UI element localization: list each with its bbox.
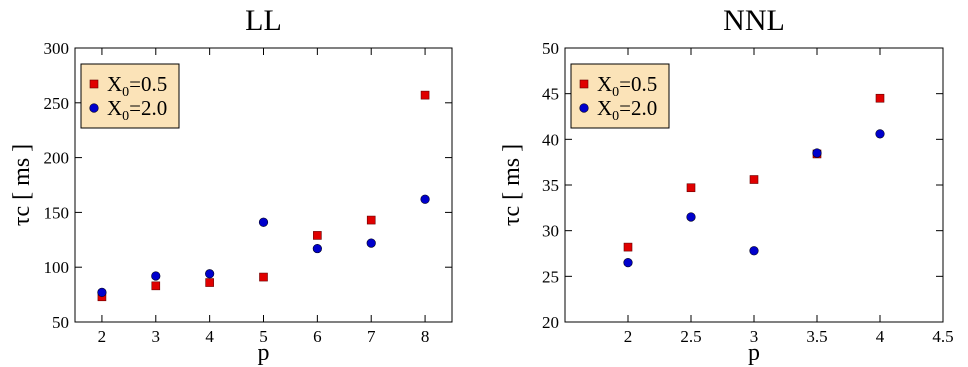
x-tick-label: 4 xyxy=(876,327,885,346)
x-tick-label: 4.5 xyxy=(932,327,953,346)
x-tick-label: 3 xyxy=(750,327,759,346)
data-point-square xyxy=(313,231,322,240)
y-axis-label: τc [ ms ] xyxy=(499,144,525,226)
data-point-square xyxy=(749,175,759,184)
data-point-circle xyxy=(258,217,269,227)
chart-title: NNL xyxy=(723,4,785,37)
legend-marker-circle xyxy=(579,103,589,113)
y-tick-label: 45 xyxy=(542,85,559,104)
y-tick-label: 250 xyxy=(44,94,70,113)
y-tick-label: 150 xyxy=(44,203,70,222)
x-tick-label: 2 xyxy=(98,327,107,346)
data-point-square xyxy=(151,281,161,291)
data-point-circle xyxy=(686,212,696,222)
legend-marker-circle xyxy=(89,103,99,113)
series-x0-2-0 xyxy=(623,129,885,268)
x-tick-label: 3 xyxy=(152,327,161,346)
data-point-circle xyxy=(312,243,322,254)
x-tick-label: 4 xyxy=(205,327,214,346)
x-tick-label: 5 xyxy=(259,327,268,346)
legend-box xyxy=(80,63,180,129)
data-point-circle xyxy=(812,148,822,158)
x-tick-label: 8 xyxy=(421,327,430,346)
legend-label: X0=2.0 xyxy=(597,96,657,124)
legend: X0=0.5X0=2.0 xyxy=(80,63,180,129)
data-point-circle xyxy=(205,269,215,279)
data-point-circle xyxy=(420,194,430,204)
chart-ll: LL 2 3 4 5 6 7 8 50 100 150 200 250 300 p τc [ ms ] X0=0… xyxy=(9,4,453,366)
data-point-circle xyxy=(97,287,107,298)
y-axis-label: τc [ ms ] xyxy=(9,144,35,226)
legend-marker-square xyxy=(89,79,99,89)
legend-box xyxy=(570,63,670,129)
x-tick-label: 3.5 xyxy=(806,327,827,346)
data-point-circle xyxy=(151,271,161,281)
x-tick-label: 2 xyxy=(624,327,633,346)
legend-marker-square xyxy=(579,79,589,89)
legend: X0=0.5X0=2.0 xyxy=(570,63,670,129)
x-axis-label: p xyxy=(258,340,270,366)
x-tick-label: 7 xyxy=(367,327,376,346)
y-tick-label: 20 xyxy=(542,313,559,332)
y-tick-label: 40 xyxy=(542,130,559,149)
legend-label: X0=2.0 xyxy=(107,96,167,124)
data-point-circle xyxy=(875,129,885,139)
chart-nnl: NNL 2 2.5 3 3.5 4 4.5 20 25 30 35 40 45 50 p τc [ ms ] X… xyxy=(499,4,954,366)
y-tick-label: 50 xyxy=(52,313,69,332)
x-tick-label: 2.5 xyxy=(680,327,701,346)
y-tick-label: 30 xyxy=(542,222,559,241)
data-point-square xyxy=(259,272,268,282)
legend-label: X0=0.5 xyxy=(597,72,657,100)
data-point-square xyxy=(420,90,430,100)
legend-label: X0=0.5 xyxy=(107,72,167,100)
y-tick-label: 50 xyxy=(542,39,559,58)
y-tick-label: 200 xyxy=(44,149,70,168)
data-point-circle xyxy=(749,246,759,256)
data-point-square xyxy=(205,278,214,287)
data-point-square xyxy=(366,215,376,225)
x-tick-label: 6 xyxy=(313,327,322,346)
series-x0-2-0 xyxy=(97,194,430,298)
data-point-square xyxy=(686,183,696,193)
data-point-square xyxy=(623,242,633,252)
data-point-circle xyxy=(366,238,376,248)
y-tick-label: 35 xyxy=(542,176,559,195)
data-point-circle xyxy=(623,258,633,268)
y-tick-label: 100 xyxy=(44,258,70,277)
y-tick-label: 300 xyxy=(44,39,70,58)
x-axis-label: p xyxy=(748,340,760,366)
chart-title: LL xyxy=(245,4,282,37)
y-tick-label: 25 xyxy=(542,267,559,286)
data-point-square xyxy=(875,93,885,103)
